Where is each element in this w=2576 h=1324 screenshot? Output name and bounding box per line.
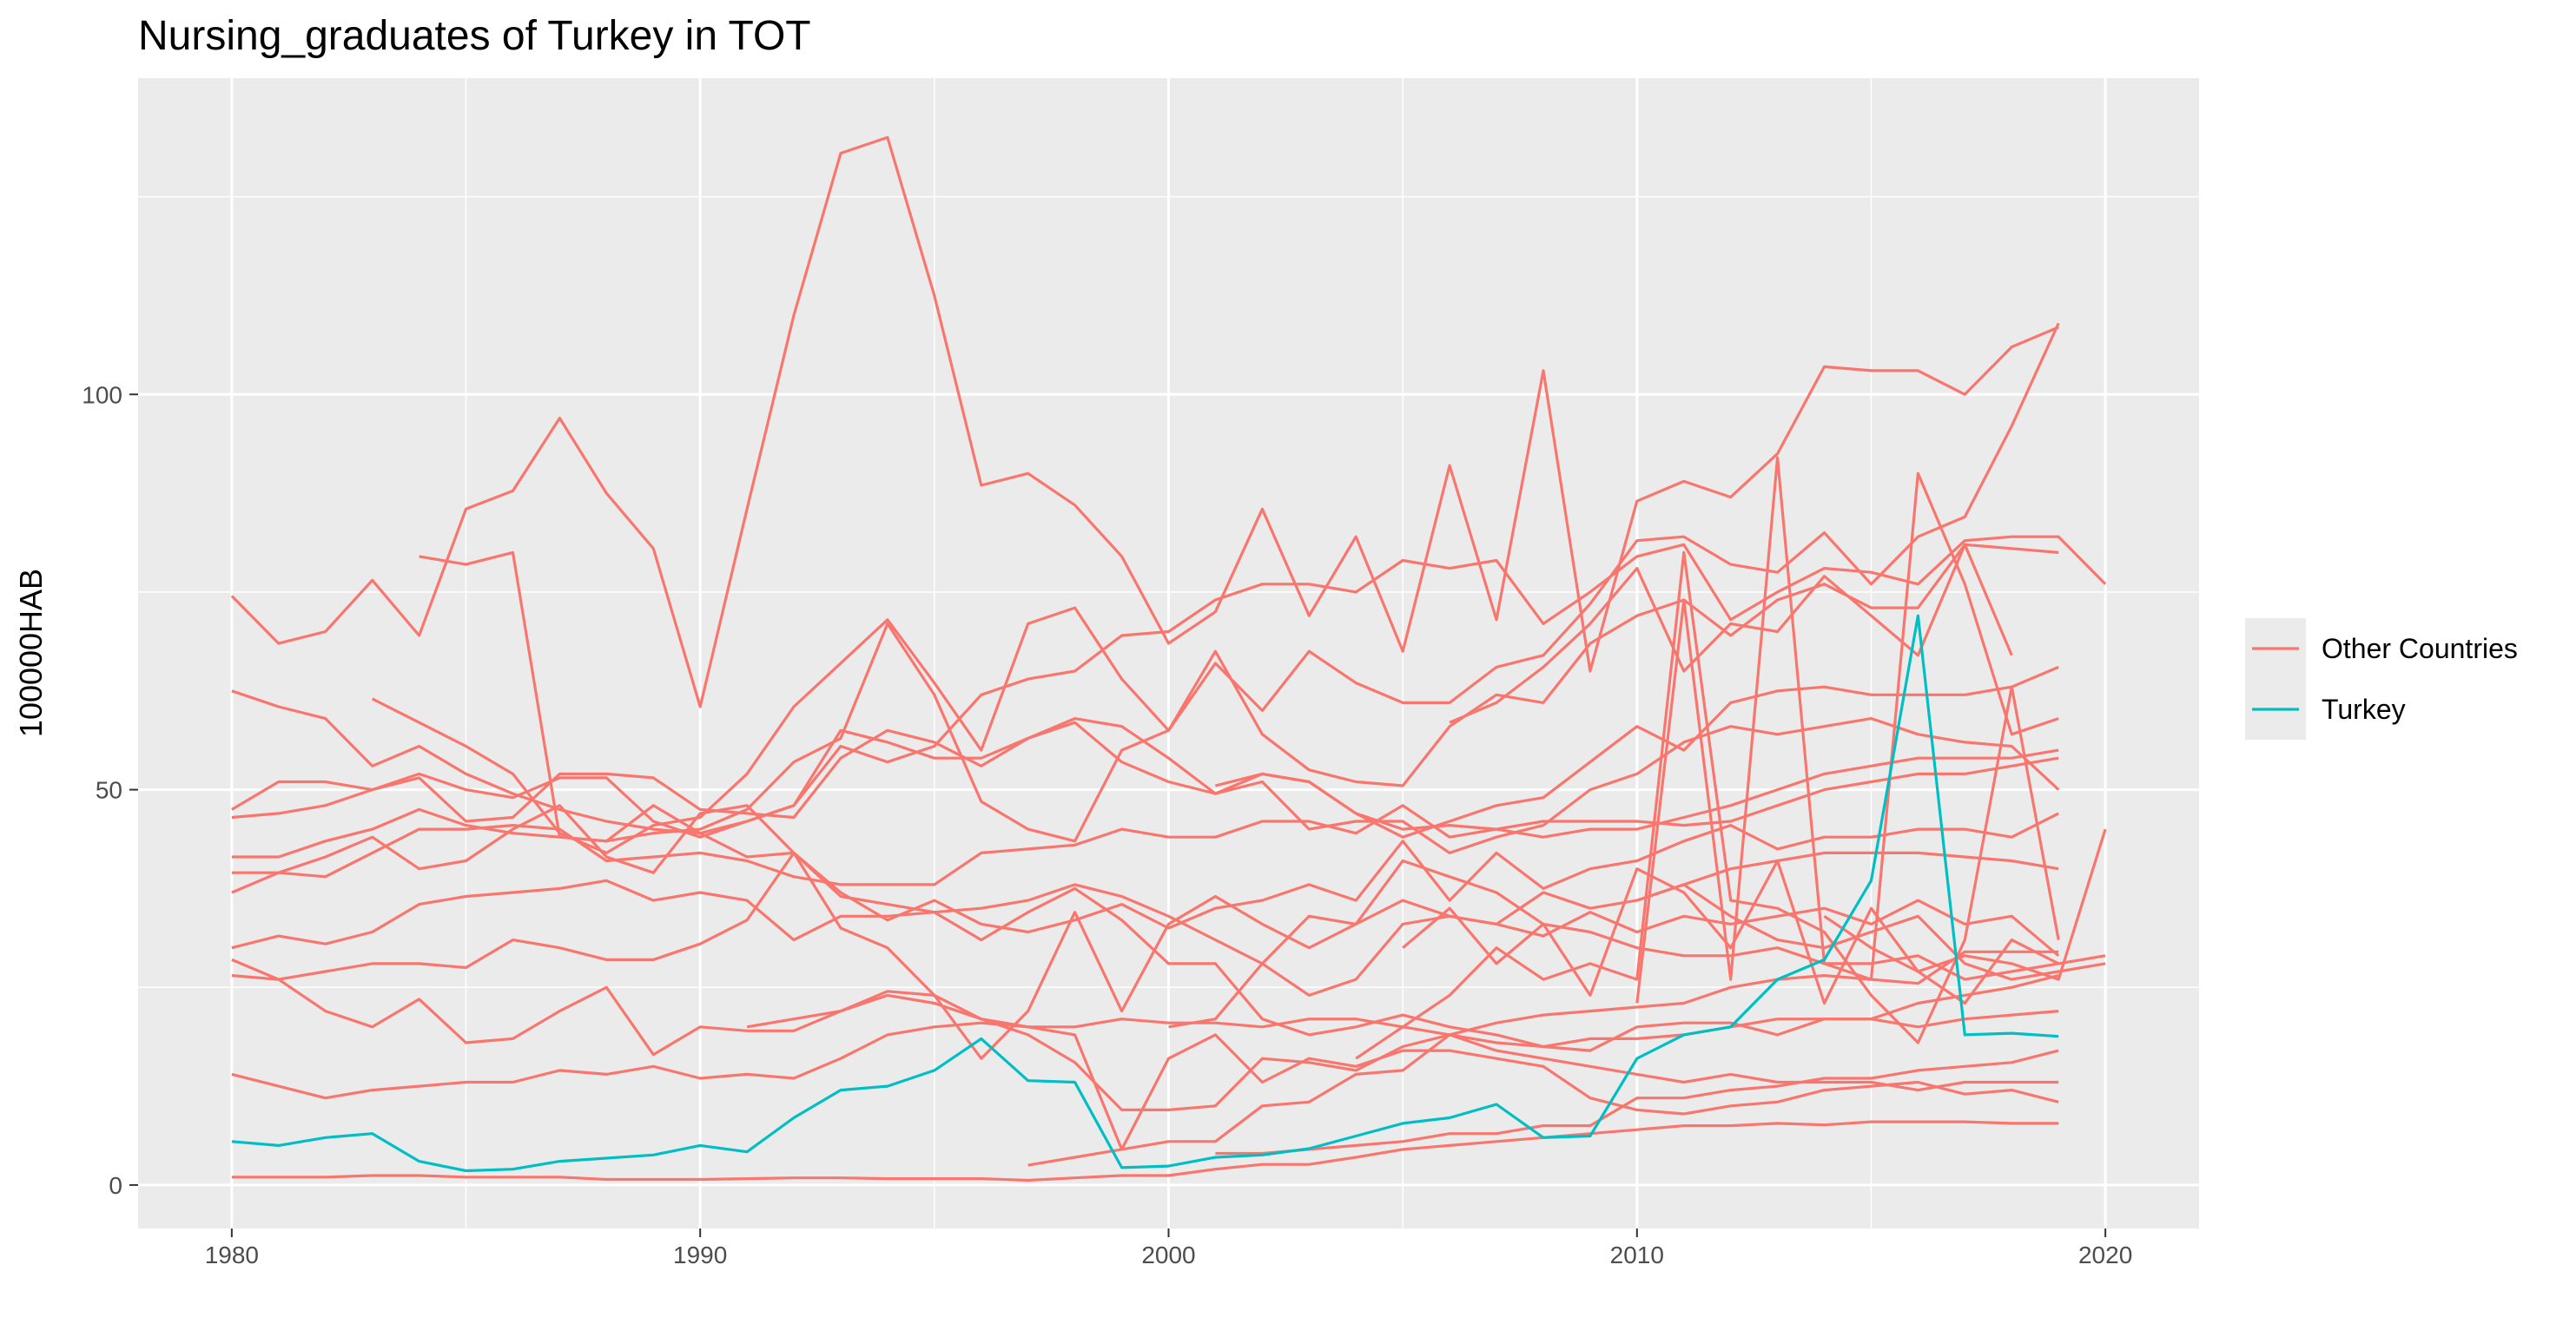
chart-title: Nursing_graduates of Turkey in TOT — [138, 13, 811, 59]
series-line-other-country — [1355, 550, 2060, 1060]
legend: Other Countries Turkey — [2245, 618, 2518, 740]
series-line-other-country — [231, 535, 2107, 835]
series-line-other-country — [1027, 950, 2059, 1167]
series-line-other-country — [231, 804, 2059, 934]
grid — [138, 78, 2199, 1228]
legend-key-background — [2245, 618, 2306, 740]
series-line-other-country — [371, 543, 2059, 855]
series-line-other-country — [231, 756, 2059, 886]
series-line-other-country — [230, 135, 2059, 708]
series-line-other-country — [231, 859, 2059, 981]
y-axis-title: 100000HAB — [13, 569, 49, 737]
x-tick-label: 1990 — [673, 1242, 727, 1268]
x-tick-label: 1980 — [205, 1242, 259, 1268]
legend-label: Other Countries — [2322, 633, 2518, 664]
y-tick-label: 100 — [82, 381, 122, 408]
series-line-other-country — [231, 1010, 2059, 1100]
y-tick-label: 50 — [96, 777, 122, 804]
series-line-other-country — [1823, 828, 2107, 981]
series-line-other-country — [231, 851, 2059, 1052]
x-tick-label: 2000 — [1141, 1242, 1195, 1268]
axes: 1980 1990 2000 2010 2020 0 50 100 — [82, 381, 2132, 1268]
x-tick-label: 2020 — [2078, 1242, 2132, 1268]
series-line-other-country — [1635, 456, 2059, 1004]
series-line-other-country — [231, 665, 2059, 839]
legend-label: Turkey — [2322, 694, 2406, 725]
series-lines — [230, 135, 2107, 1182]
series-line-other-country — [746, 993, 2059, 1151]
series-line-turkey — [231, 614, 2059, 1173]
series-line-other-country — [231, 804, 2060, 1060]
series-line-other-country — [1449, 543, 2013, 724]
series-line-other-country — [231, 1120, 2059, 1182]
series-line-other-country — [231, 958, 2059, 1112]
series-line-other-country — [1168, 851, 2059, 1029]
y-tick-label: 0 — [109, 1172, 122, 1199]
x-tick-label: 2010 — [1610, 1242, 1664, 1268]
series-line-other-country — [1636, 883, 2106, 981]
series-line-other-country — [1215, 748, 2059, 839]
series-line-other-country — [1215, 1049, 2059, 1156]
